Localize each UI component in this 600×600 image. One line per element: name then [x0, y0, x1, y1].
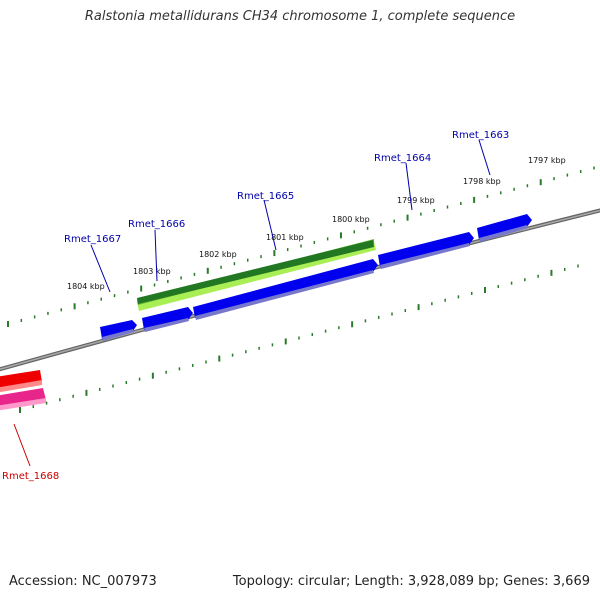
kbp-label: 1799 kbp — [397, 196, 435, 205]
gc-content-bar — [137, 239, 376, 311]
gene-arrow[interactable] — [193, 259, 378, 320]
kbp-label: 1797 kbp — [528, 156, 566, 165]
gene-arrow[interactable] — [100, 320, 137, 341]
map-title: Ralstonia metallidurans CH34 chromosome … — [84, 9, 516, 24]
gene-label[interactable]: Rmet_1668 — [2, 471, 59, 482]
gene-label[interactable]: Rmet_1664 — [374, 153, 431, 164]
kbp-tick-row-inner — [19, 264, 579, 413]
kbp-tick-row-outer — [7, 166, 595, 327]
gene-label[interactable]: Rmet_1665 — [237, 191, 294, 202]
accession-text: Accession: NC_007973 — [9, 574, 157, 589]
kbp-labels: 1804 kbp 1803 kbp 1802 kbp 1801 kbp 1800… — [67, 156, 566, 291]
gene-label[interactable]: Rmet_1666 — [128, 219, 185, 230]
genome-summary: Topology: circular; Length: 3,928,089 bp… — [232, 574, 590, 589]
kbp-label: 1801 kbp — [266, 233, 304, 242]
kbp-label: 1802 kbp — [199, 250, 237, 259]
gene-labels: Rmet_1663 Rmet_1664 Rmet_1665 Rmet_1666 … — [2, 130, 509, 482]
kbp-label: 1800 kbp — [332, 215, 370, 224]
kbp-label: 1804 kbp — [67, 282, 105, 291]
gene-label[interactable]: Rmet_1663 — [452, 130, 509, 141]
gene-arrow[interactable] — [378, 232, 474, 269]
gene-label-lines — [13, 139, 491, 467]
gene-arrow[interactable] — [142, 307, 193, 332]
gene-arrow[interactable] — [477, 214, 532, 242]
kbp-label: 1803 kbp — [133, 267, 171, 276]
gene-arrow[interactable] — [0, 388, 46, 411]
gene-arrow[interactable] — [0, 370, 42, 393]
kbp-label: 1798 kbp — [463, 177, 501, 186]
gene-label[interactable]: Rmet_1667 — [64, 234, 121, 245]
